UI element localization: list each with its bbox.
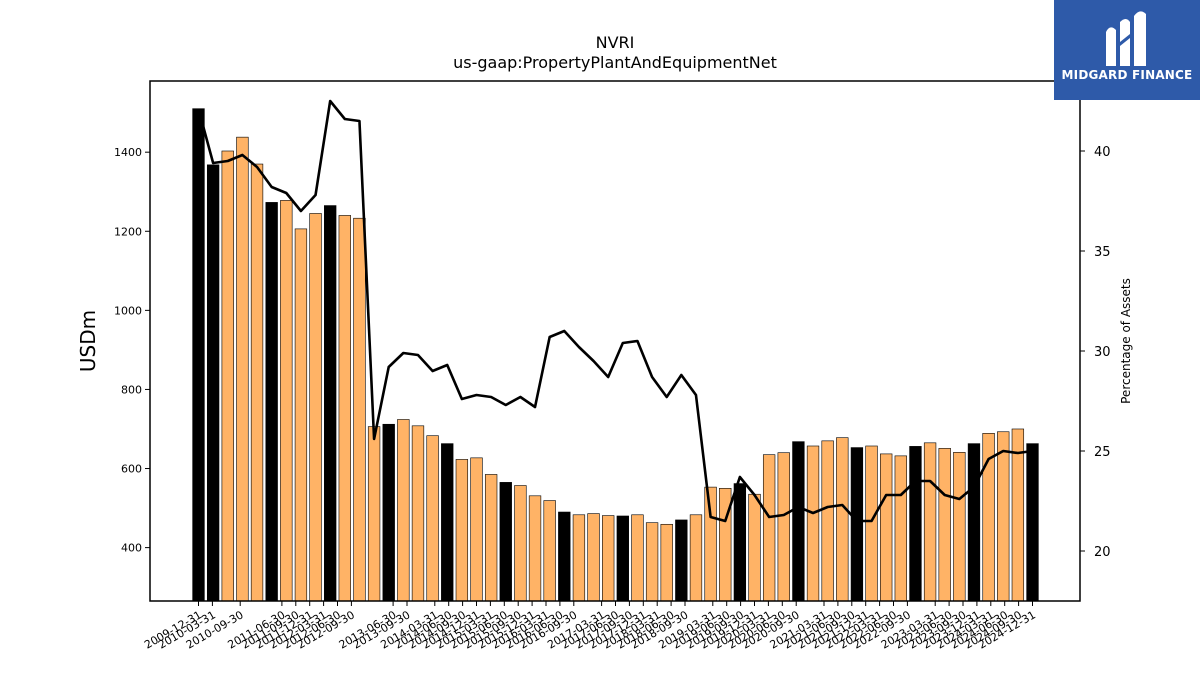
bar bbox=[836, 437, 849, 602]
bar bbox=[441, 443, 454, 602]
y2-tick-label: 30 bbox=[1094, 345, 1111, 360]
bar bbox=[294, 228, 308, 602]
bar-series bbox=[192, 108, 1039, 602]
bar bbox=[499, 482, 512, 602]
midgard-finance-logo: MIDGARD FINANCE bbox=[1054, 0, 1200, 100]
bar bbox=[645, 522, 659, 602]
bar bbox=[660, 523, 673, 602]
bar bbox=[528, 495, 542, 602]
y-tick-label: 1000 bbox=[114, 304, 142, 317]
bar bbox=[353, 217, 366, 602]
y2-tick-label: 40 bbox=[1094, 145, 1111, 160]
x-axis: 2009-12-312010-03-312010-09-302011-06-30… bbox=[142, 601, 1038, 652]
bar bbox=[484, 474, 498, 602]
y-tick-label: 400 bbox=[121, 542, 142, 555]
bar bbox=[543, 500, 556, 602]
bar bbox=[997, 431, 1010, 602]
bar bbox=[587, 513, 600, 602]
bar bbox=[397, 419, 410, 602]
bar bbox=[865, 445, 878, 602]
bar bbox=[631, 514, 644, 602]
y2-tick-label: 25 bbox=[1094, 445, 1111, 460]
bar bbox=[455, 459, 469, 602]
bar bbox=[821, 440, 834, 602]
bar bbox=[221, 150, 234, 602]
bar bbox=[894, 455, 907, 602]
bar bbox=[236, 136, 249, 602]
bar bbox=[470, 457, 483, 602]
bar bbox=[748, 493, 761, 602]
y-tick-label: 1200 bbox=[114, 225, 142, 238]
bar bbox=[967, 443, 981, 602]
bar bbox=[602, 515, 615, 602]
bar bbox=[572, 514, 586, 602]
bar bbox=[514, 485, 527, 602]
bar bbox=[1011, 428, 1025, 602]
chart-title: NVRI bbox=[596, 33, 635, 52]
y-axis-left: 400 600 800 1000 1200 1400 bbox=[114, 146, 150, 555]
bar bbox=[762, 454, 776, 602]
bar bbox=[192, 108, 205, 602]
bar bbox=[616, 515, 629, 602]
bar bbox=[250, 163, 264, 602]
series-line bbox=[197, 99, 1033, 523]
y-axis-left-title: USDm bbox=[76, 310, 100, 372]
line-series bbox=[197, 99, 1033, 523]
logo-text: MIDGARD FINANCE bbox=[1061, 68, 1193, 82]
bar bbox=[938, 448, 951, 602]
bar bbox=[689, 514, 703, 602]
bar bbox=[953, 452, 966, 602]
bar bbox=[733, 483, 747, 602]
chart-subtitle: us-gaap:PropertyPlantAndEquipmentNet bbox=[453, 53, 777, 72]
y-tick-label: 800 bbox=[121, 383, 142, 396]
y-tick-label: 1400 bbox=[114, 146, 142, 159]
bar bbox=[675, 519, 688, 602]
bar bbox=[923, 442, 937, 602]
bar bbox=[338, 215, 351, 602]
bar bbox=[1026, 443, 1039, 602]
bar bbox=[909, 446, 922, 602]
bar bbox=[558, 511, 571, 602]
bar bbox=[265, 202, 278, 602]
bar bbox=[426, 435, 439, 602]
y-axis-right-title: Percentage of Assets bbox=[1119, 278, 1133, 404]
bar bbox=[411, 425, 425, 602]
bar bbox=[206, 164, 220, 602]
bar bbox=[367, 426, 381, 602]
y-axis-right: 20 25 30 35 40 bbox=[1080, 145, 1111, 560]
bar bbox=[777, 452, 790, 602]
bar bbox=[704, 486, 717, 602]
y2-tick-label: 35 bbox=[1094, 245, 1111, 260]
bar bbox=[850, 447, 864, 602]
bar bbox=[806, 445, 820, 602]
logo-mark-icon bbox=[1106, 11, 1146, 66]
y2-tick-label: 20 bbox=[1094, 545, 1111, 560]
bar bbox=[880, 453, 893, 602]
y-tick-label: 600 bbox=[121, 463, 142, 476]
bar bbox=[324, 205, 337, 602]
bar bbox=[280, 200, 293, 602]
bar bbox=[792, 441, 805, 602]
bar bbox=[382, 423, 395, 602]
bar bbox=[309, 213, 322, 602]
